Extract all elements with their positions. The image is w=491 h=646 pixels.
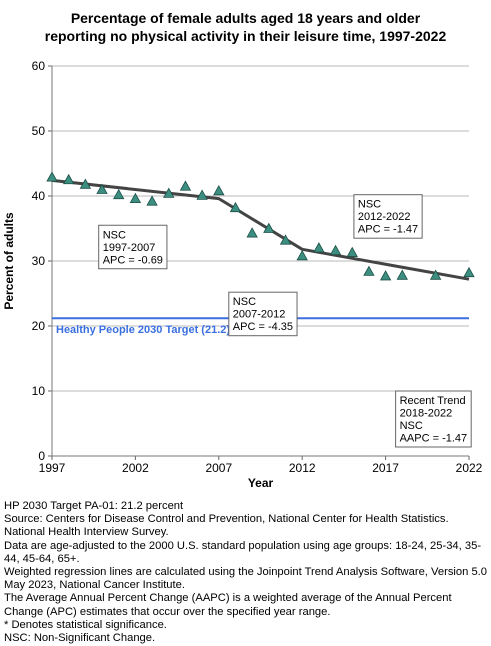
y-tick-label: 30 <box>32 254 46 268</box>
y-tick-label: 0 <box>38 449 45 463</box>
x-axis-title: Year <box>248 476 274 490</box>
data-point-2007 <box>213 184 225 196</box>
annotation-box <box>353 194 423 239</box>
x-tick-label: 2002 <box>122 461 149 475</box>
axes <box>48 65 470 460</box>
annotation-line: AAPC = -1.47 <box>400 433 468 445</box>
x-tick-label: 2007 <box>205 461 232 475</box>
data-point-2012 <box>296 249 308 261</box>
annotation-line: APC = -4.35 <box>233 321 293 333</box>
y-tick-label: 20 <box>32 319 46 333</box>
footnote-target: HP 2030 Target PA-01: 21.2 percent <box>4 500 184 512</box>
annotation-line: APC = -0.69 <box>103 254 163 266</box>
chart: Healthy People 2030 Target (21.2) NSC199… <box>2 59 483 490</box>
trend-line-group <box>51 178 470 281</box>
footnote-source: Source: Centers for Disease Control and … <box>4 513 449 539</box>
chart-title-line-2: reporting no physical activity in their … <box>44 28 447 44</box>
data-point-2010 <box>263 222 275 233</box>
data-point-2016 <box>363 265 375 276</box>
data-points <box>46 171 475 281</box>
annotation-line: NSC <box>233 296 256 308</box>
data-point-2014 <box>329 244 342 256</box>
y-tick-label: 10 <box>32 384 46 398</box>
x-tick-label: 2022 <box>456 461 483 475</box>
footnote-significance: * Denotes statistical significance. <box>4 618 167 631</box>
y-tick-label: 40 <box>32 189 46 203</box>
x-tick-label: 2017 <box>372 461 399 475</box>
y-tick-label: 60 <box>32 59 46 73</box>
data-point-2015 <box>346 246 358 257</box>
annotation-line: 2018-2022 <box>400 408 453 420</box>
target-label: Healthy People 2030 Target (21.2) <box>56 324 230 336</box>
footnote-aapc: The Average Annual Percent Change (AAPC)… <box>4 592 452 618</box>
y-tick-label: 50 <box>32 124 46 138</box>
footnote-age-adjustment: Data are age-adjusted to the 2000 U.S. s… <box>4 539 482 565</box>
footnote-nsc: NSC: Non-Significant Change. <box>4 632 156 645</box>
annotation-line: Recent Trend <box>400 395 466 407</box>
data-point-2001 <box>113 188 125 200</box>
data-point-2018 <box>396 269 408 280</box>
y-axis-title: Percent of adults <box>2 212 16 310</box>
annotation-line: NSC <box>400 420 423 432</box>
data-point-1999 <box>79 178 92 189</box>
trend-line <box>51 178 470 281</box>
data-point-2006 <box>196 189 208 200</box>
annotation-line: 2012-2022 <box>358 211 411 223</box>
data-point-2022 <box>463 266 475 278</box>
chart-title-line-1: Percentage of female adults aged 18 year… <box>70 10 421 26</box>
x-tick-label: 1997 <box>39 461 66 475</box>
data-point-1998 <box>63 173 75 185</box>
annotation-line: 2007-2012 <box>233 309 286 321</box>
data-point-2000 <box>96 183 108 194</box>
data-point-2002 <box>129 192 142 204</box>
data-point-2008 <box>229 201 242 213</box>
footnote-regression: Weighted regression lines are calculated… <box>4 566 487 592</box>
data-point-2005 <box>179 180 192 191</box>
data-point-1997 <box>46 171 58 182</box>
axis-labels: 0 10 20 30 40 50 60 1997 2002 2007 2012 2017 2022 Yea… <box>2 59 483 490</box>
annotation-line: APC = -1.47 <box>358 224 418 236</box>
data-point-2009 <box>246 227 258 238</box>
data-point-2003 <box>146 195 158 206</box>
data-point-2004 <box>163 187 175 198</box>
annotation-line: NSC <box>358 199 381 211</box>
x-tick-label: 2012 <box>289 461 316 475</box>
data-point-2011 <box>279 234 292 245</box>
annotation-box <box>98 224 168 270</box>
footnotes: HP 2030 Target PA-01: 21.2 percent Sourc… <box>4 500 488 645</box>
annotation-box <box>395 390 472 448</box>
annotation-box <box>228 291 298 337</box>
data-point-2017 <box>379 270 392 281</box>
annotation-line: 1997-2007 <box>103 242 156 254</box>
data-point-2020 <box>429 269 442 280</box>
chart-title: Percentage of female adults aged 18 year… <box>0 9 491 45</box>
annotation-line: NSC <box>103 229 126 241</box>
data-point-2013 <box>313 242 325 253</box>
